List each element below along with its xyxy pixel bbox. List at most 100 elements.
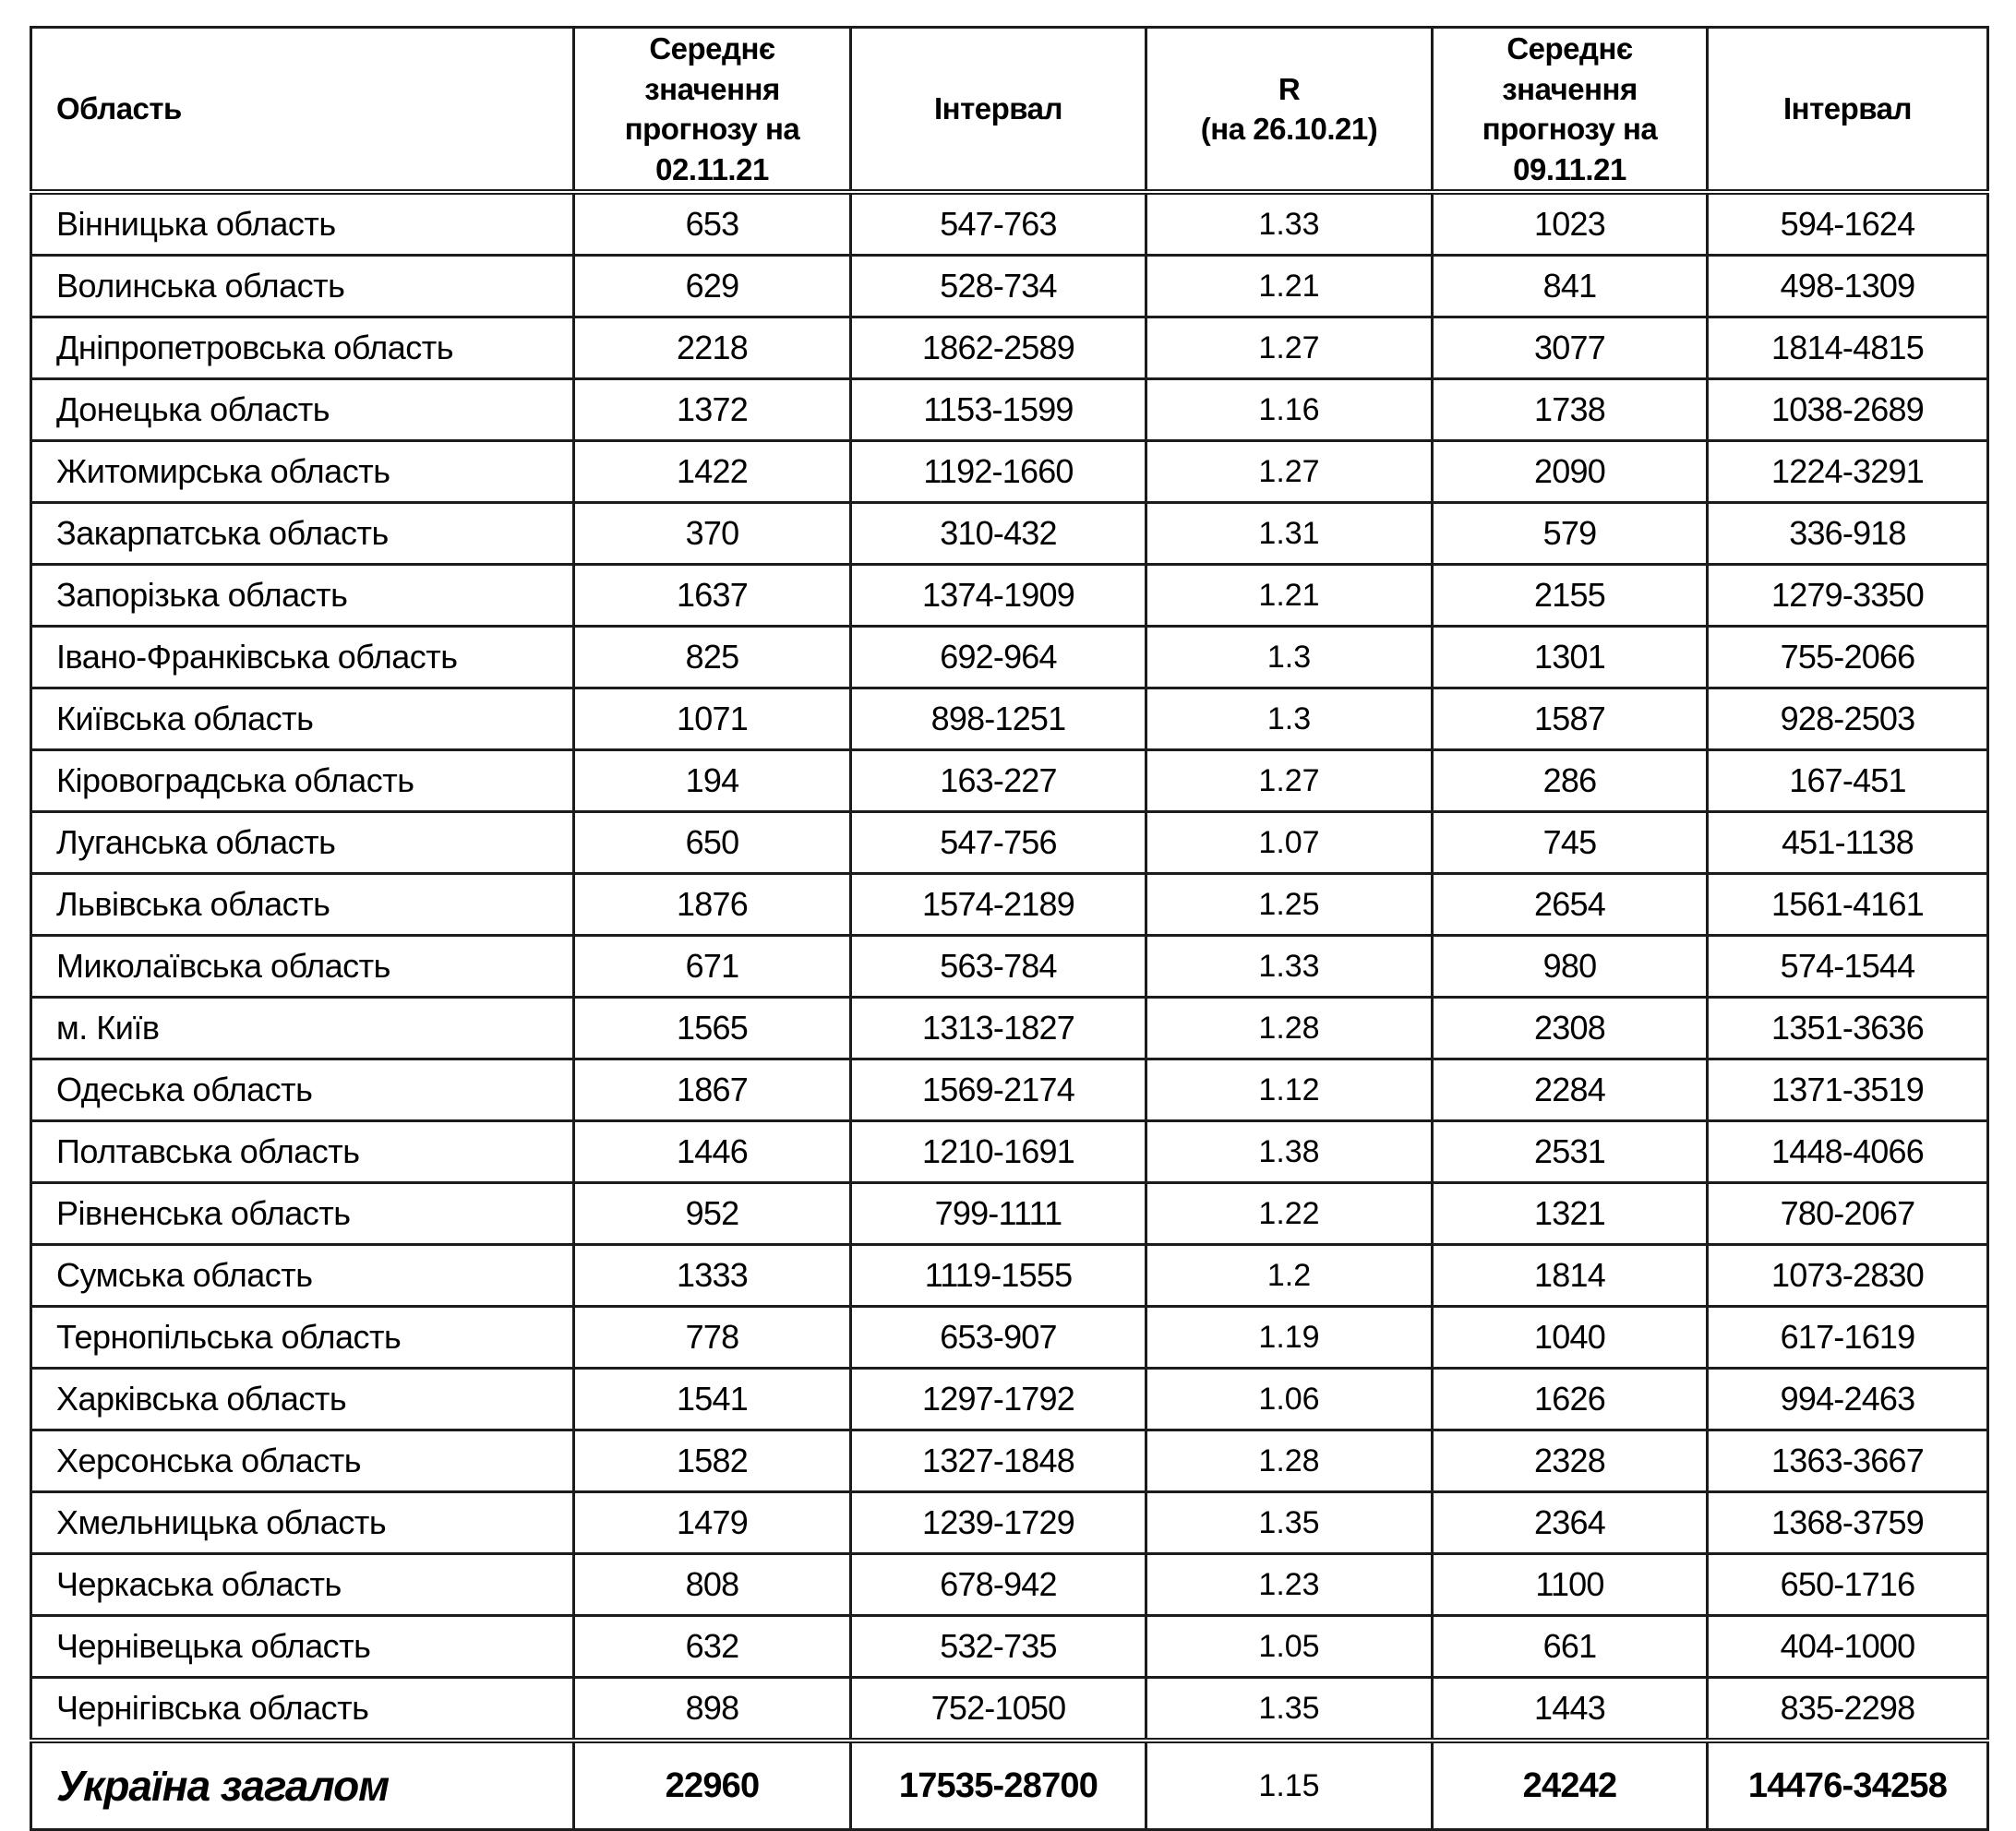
cell-r: 1.05 bbox=[1145, 1614, 1434, 1680]
total-interval-1: 17535-28700 bbox=[849, 1738, 1147, 1831]
cell-region: Черкаська область bbox=[30, 1552, 575, 1618]
cell-mean2: 3077 bbox=[1431, 316, 1709, 381]
cell-region: Львівська область bbox=[30, 872, 575, 938]
cell-interval1: 532-735 bbox=[849, 1614, 1147, 1680]
cell-r: 1.3 bbox=[1145, 687, 1434, 752]
cell-mean2: 1738 bbox=[1431, 377, 1709, 443]
cell-interval1: 752-1050 bbox=[849, 1676, 1147, 1742]
cell-interval2: 1368-3759 bbox=[1706, 1490, 1989, 1556]
table-row: Чернівецька область 632 532-735 1.05 661 404-… bbox=[30, 1614, 1989, 1680]
cell-r: 1.27 bbox=[1145, 748, 1434, 814]
table-row: Житомирська область 1422 1192-1660 1.27 2090… bbox=[30, 439, 1989, 505]
cell-mean1: 2218 bbox=[572, 316, 852, 381]
cell-region: Хмельницька область bbox=[30, 1490, 575, 1556]
cell-mean2: 1626 bbox=[1431, 1367, 1709, 1432]
cell-mean2: 1301 bbox=[1431, 625, 1709, 690]
cell-region: Луганська область bbox=[30, 810, 575, 876]
cell-r: 1.31 bbox=[1145, 501, 1434, 567]
cell-r: 1.35 bbox=[1145, 1676, 1434, 1742]
cell-region: Чернігівська область bbox=[30, 1676, 575, 1742]
cell-interval1: 1374-1909 bbox=[849, 563, 1147, 628]
cell-mean2: 2308 bbox=[1431, 996, 1709, 1061]
cell-r: 1.06 bbox=[1145, 1367, 1434, 1432]
cell-r: 1.2 bbox=[1145, 1243, 1434, 1309]
cell-r: 1.35 bbox=[1145, 1490, 1434, 1556]
cell-region: Закарпатська область bbox=[30, 501, 575, 567]
cell-interval2: 1561-4161 bbox=[1706, 872, 1989, 938]
cell-region: Кіровоградська область bbox=[30, 748, 575, 814]
cell-mean2: 2090 bbox=[1431, 439, 1709, 505]
cell-interval1: 1327-1848 bbox=[849, 1429, 1147, 1494]
cell-region: Рівненська область bbox=[30, 1181, 575, 1247]
cell-interval1: 678-942 bbox=[849, 1552, 1147, 1618]
column-header-r: R (на 26.10.21) bbox=[1145, 26, 1434, 196]
table-row: Черкаська область 808 678-942 1.23 1100 650-1… bbox=[30, 1552, 1989, 1618]
cell-region: Миколаївська область bbox=[30, 934, 575, 999]
cell-mean1: 653 bbox=[572, 190, 852, 257]
cell-interval1: 1153-1599 bbox=[849, 377, 1147, 443]
cell-interval2: 650-1716 bbox=[1706, 1552, 1989, 1618]
cell-interval2: 617-1619 bbox=[1706, 1305, 1989, 1370]
cell-mean2: 2284 bbox=[1431, 1058, 1709, 1123]
cell-r: 1.33 bbox=[1145, 190, 1434, 257]
table-row: Рівненська область 952 799-1111 1.22 1321 780… bbox=[30, 1181, 1989, 1247]
cell-mean2: 980 bbox=[1431, 934, 1709, 999]
cell-interval2: 1038-2689 bbox=[1706, 377, 1989, 443]
table-row: Запорізька область 1637 1374-1909 1.21 2155 1… bbox=[30, 563, 1989, 628]
cell-mean2: 1100 bbox=[1431, 1552, 1709, 1618]
cell-mean2: 2328 bbox=[1431, 1429, 1709, 1494]
cell-r: 1.16 bbox=[1145, 377, 1434, 443]
total-mean-0211: 22960 bbox=[572, 1738, 852, 1831]
cell-interval2: 574-1544 bbox=[1706, 934, 1989, 999]
table-row: Луганська область 650 547-756 1.07 745 451-11… bbox=[30, 810, 1989, 876]
cell-mean1: 1372 bbox=[572, 377, 852, 443]
cell-interval2: 1363-3667 bbox=[1706, 1429, 1989, 1494]
cell-region: Волинська область bbox=[30, 254, 575, 319]
cell-r: 1.38 bbox=[1145, 1119, 1434, 1185]
cell-interval2: 1351-3636 bbox=[1706, 996, 1989, 1061]
cell-interval1: 1313-1827 bbox=[849, 996, 1147, 1061]
cell-mean2: 579 bbox=[1431, 501, 1709, 567]
cell-interval1: 563-784 bbox=[849, 934, 1147, 999]
table-row: Херсонська область 1582 1327-1848 1.28 2328 1… bbox=[30, 1429, 1989, 1494]
cell-interval2: 336-918 bbox=[1706, 501, 1989, 567]
cell-region: Тернопільська область bbox=[30, 1305, 575, 1370]
cell-r: 1.07 bbox=[1145, 810, 1434, 876]
cell-interval2: 404-1000 bbox=[1706, 1614, 1989, 1680]
cell-interval2: 1814-4815 bbox=[1706, 316, 1989, 381]
cell-interval2: 1224-3291 bbox=[1706, 439, 1989, 505]
cell-interval1: 1569-2174 bbox=[849, 1058, 1147, 1123]
cell-mean2: 2531 bbox=[1431, 1119, 1709, 1185]
cell-mean2: 661 bbox=[1431, 1614, 1709, 1680]
table-row: Чернігівська область 898 752-1050 1.35 1443 8… bbox=[30, 1676, 1989, 1742]
cell-mean2: 841 bbox=[1431, 254, 1709, 319]
cell-r: 1.21 bbox=[1145, 563, 1434, 628]
table-header: Область Середнє значення прогнозу на 02.… bbox=[30, 26, 1989, 196]
cell-r: 1.12 bbox=[1145, 1058, 1434, 1123]
cell-mean1: 632 bbox=[572, 1614, 852, 1680]
cell-interval1: 1862-2589 bbox=[849, 316, 1147, 381]
cell-mean1: 778 bbox=[572, 1305, 852, 1370]
cell-interval2: 1279-3350 bbox=[1706, 563, 1989, 628]
page: Область Середнє значення прогнозу на 02.… bbox=[30, 26, 1989, 1831]
cell-region: Київська область bbox=[30, 687, 575, 752]
table-row: Полтавська область 1446 1210-1691 1.38 2531 1… bbox=[30, 1119, 1989, 1185]
table-row: Донецька область 1372 1153-1599 1.16 1738 103… bbox=[30, 377, 1989, 443]
cell-mean2: 745 bbox=[1431, 810, 1709, 876]
cell-interval2: 994-2463 bbox=[1706, 1367, 1989, 1432]
cell-interval2: 451-1138 bbox=[1706, 810, 1989, 876]
cell-r: 1.28 bbox=[1145, 996, 1434, 1061]
cell-region: Вінницька область bbox=[30, 190, 575, 257]
cell-region: Запорізька область bbox=[30, 563, 575, 628]
cell-interval1: 163-227 bbox=[849, 748, 1147, 814]
cell-region: Житомирська область bbox=[30, 439, 575, 505]
cell-interval2: 835-2298 bbox=[1706, 1676, 1989, 1742]
cell-interval1: 547-756 bbox=[849, 810, 1147, 876]
cell-region: Сумська область bbox=[30, 1243, 575, 1309]
cell-interval1: 799-1111 bbox=[849, 1181, 1147, 1247]
cell-r: 1.19 bbox=[1145, 1305, 1434, 1370]
cell-interval1: 692-964 bbox=[849, 625, 1147, 690]
total-label: Україна загалом bbox=[30, 1738, 575, 1831]
column-header-interval-2: Інтервал bbox=[1706, 26, 1989, 196]
table-row: Тернопільська область 778 653-907 1.19 1040 6… bbox=[30, 1305, 1989, 1370]
